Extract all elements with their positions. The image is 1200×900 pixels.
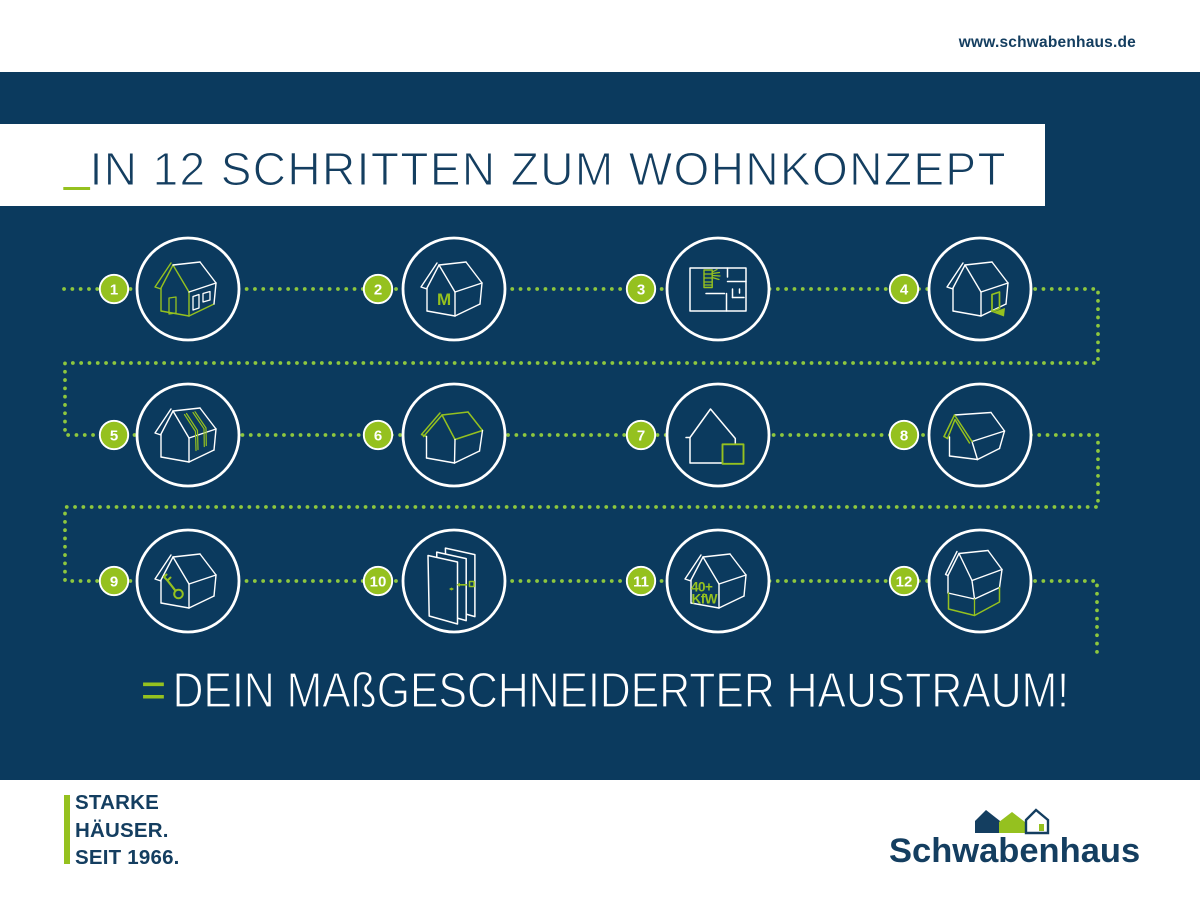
svg-text:1: 1 <box>110 282 118 299</box>
svg-text:KfW: KfW <box>692 592 718 607</box>
svg-text:11: 11 <box>633 574 649 591</box>
svg-text:3: 3 <box>637 282 645 299</box>
svg-text:4: 4 <box>900 282 909 299</box>
svg-text:8: 8 <box>900 428 908 445</box>
svg-text:12: 12 <box>896 574 913 591</box>
svg-text:40+: 40+ <box>691 580 713 595</box>
svg-text:2: 2 <box>374 282 382 299</box>
svg-text:9: 9 <box>110 574 118 591</box>
svg-text:10: 10 <box>370 574 387 591</box>
svg-text:M: M <box>437 290 451 309</box>
svg-text:6: 6 <box>374 428 382 445</box>
svg-text:5: 5 <box>110 428 118 445</box>
svg-text:7: 7 <box>637 428 645 445</box>
svg-text:Schwabenhaus: Schwabenhaus <box>889 832 1140 870</box>
